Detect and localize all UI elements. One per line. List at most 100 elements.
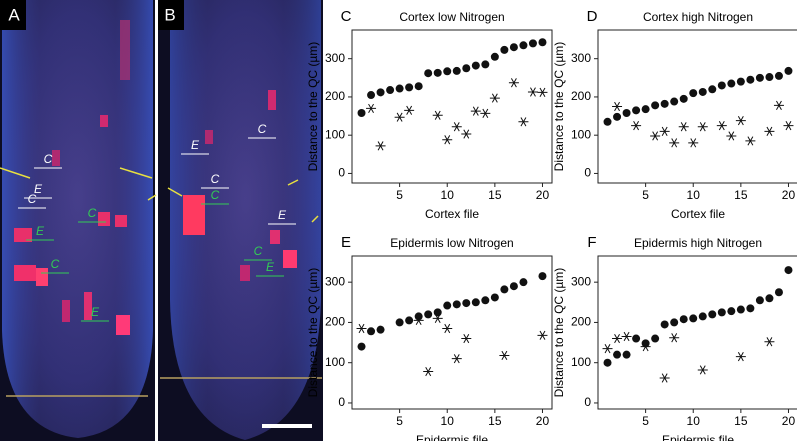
point [746, 304, 755, 313]
star-point [518, 117, 529, 127]
star-point [612, 101, 623, 112]
star-point [461, 333, 472, 344]
point [509, 282, 518, 291]
x-tick-label: 5 [642, 188, 649, 202]
point [538, 38, 547, 47]
cell-label: C [51, 257, 60, 271]
x-tick-label: 20 [536, 414, 550, 428]
point [765, 73, 774, 82]
micrograph-b [158, 0, 323, 441]
point [471, 61, 480, 70]
x-tick-label: 20 [782, 414, 796, 428]
point [395, 318, 404, 327]
point [452, 300, 461, 309]
star-point [508, 78, 519, 88]
point [471, 298, 480, 307]
cell-label: C [258, 122, 267, 136]
cell-label: E [36, 224, 45, 238]
chart-title: Cortex low Nitrogen [399, 10, 504, 24]
point [679, 94, 688, 103]
yellow-arrow [311, 215, 319, 223]
point [784, 66, 793, 75]
point [774, 71, 783, 80]
y-axis-label: Distance to the QC (µm) [552, 268, 566, 398]
chart-title: Epidermis low Nitrogen [390, 236, 513, 250]
x-tick-label: 15 [488, 414, 502, 428]
star-point [413, 315, 424, 326]
x-tick-label: 10 [687, 188, 701, 202]
star-point [783, 121, 794, 131]
point [613, 350, 622, 359]
star-point [659, 373, 670, 383]
plot-frame [351, 29, 553, 184]
y-tick-label: 300 [325, 274, 345, 288]
plot-frame [351, 255, 553, 410]
point [632, 334, 641, 343]
point [765, 294, 774, 303]
point [414, 82, 423, 91]
star-point [659, 126, 670, 136]
star-point [423, 366, 434, 377]
point [414, 312, 423, 321]
point [376, 88, 385, 97]
yellow-arrow [167, 187, 183, 197]
point [736, 305, 745, 314]
point [660, 320, 669, 329]
star-point [432, 313, 443, 324]
point [509, 43, 518, 52]
star-point [697, 122, 708, 132]
micrograph-a [0, 0, 155, 441]
x-tick-label: 5 [642, 414, 649, 428]
cell-label: C [28, 192, 37, 206]
star-point [451, 122, 462, 132]
point [433, 308, 442, 317]
point [500, 45, 509, 54]
star-point [602, 344, 613, 354]
x-tick-label: 15 [488, 188, 502, 202]
point [736, 77, 745, 86]
star-point [745, 136, 756, 146]
chart-title: Cortex high Nitrogen [643, 10, 753, 24]
yellow-arrow [119, 167, 153, 179]
star-point [612, 333, 623, 344]
x-tick-label: 10 [441, 188, 455, 202]
star-point [394, 112, 405, 122]
point [698, 312, 707, 321]
point [708, 310, 717, 319]
star-point [764, 126, 775, 136]
y-tick-label: 100 [325, 127, 345, 141]
point [784, 266, 793, 275]
point [443, 67, 452, 76]
cell-label: C [254, 244, 263, 258]
point [376, 325, 385, 334]
chart-title: Epidermis high Nitrogen [634, 236, 762, 250]
point [490, 52, 499, 61]
point [443, 301, 452, 310]
point [424, 310, 433, 319]
point [613, 112, 622, 121]
point [708, 85, 717, 94]
y-axis-label: Distance to the QC (µm) [306, 42, 320, 172]
star-point [489, 93, 500, 103]
point [660, 99, 669, 108]
star-point [669, 333, 680, 343]
point [462, 299, 471, 308]
panel-letter: E [341, 234, 351, 251]
x-tick-label: 10 [441, 414, 455, 428]
x-tick-label: 15 [734, 188, 748, 202]
star-point [631, 121, 642, 131]
y-tick-label: 300 [571, 51, 591, 65]
point [424, 69, 433, 78]
point [367, 91, 376, 100]
point [452, 66, 461, 75]
y-tick-label: 200 [325, 315, 345, 329]
panel-letter: C [341, 8, 352, 25]
yellow-arrow [0, 167, 31, 179]
star-point [697, 365, 708, 375]
star-point [650, 131, 661, 141]
point [519, 278, 528, 287]
y-tick-label: 0 [338, 395, 345, 409]
star-point [688, 138, 699, 148]
point [622, 109, 631, 118]
